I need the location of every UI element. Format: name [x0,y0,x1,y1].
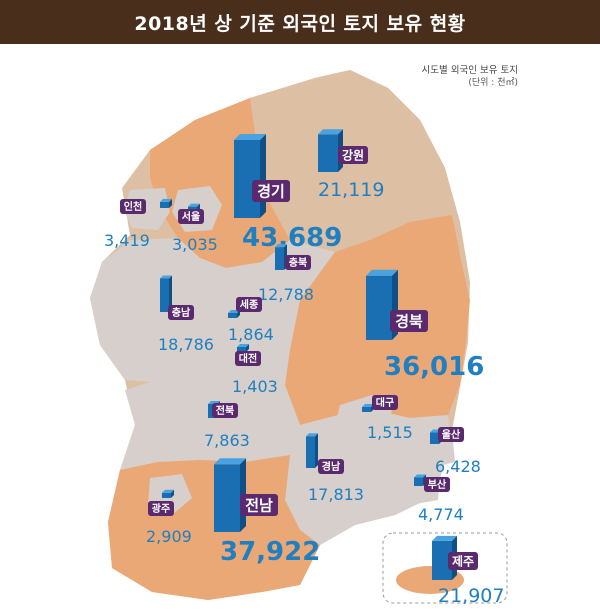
region-value-jeonbuk: 7,863 [204,431,250,450]
bar-gyeonggi [234,134,266,218]
region-value-jeju: 21,907 [438,585,504,607]
title-banner: 2018년 상 기준 외국인 토지 보유 현황 [0,0,600,44]
region-name-daejeon: 대전 [239,352,257,365]
region-value-chungbuk: 12,788 [258,285,314,304]
province-chungcheong [90,238,335,392]
region-name-gyeonggi: 경기 [257,182,285,200]
region-label-gwangju: 광주 [148,501,174,516]
region-name-jeonnam: 전남 [245,496,273,514]
province-incheon [124,188,170,230]
province-jeonbuk [120,380,300,470]
region-label-jeonnam: 전남 [240,494,278,516]
region-label-seoul: 서울 [178,209,204,224]
region-name-gyeongnam: 경남 [322,460,341,473]
region-value-chungnam: 18,786 [158,335,214,354]
region-label-busan: 부산 [424,477,450,492]
region-value-busan: 4,774 [418,505,464,524]
bar-daejeon [237,344,249,352]
map-legend: 시도별 외국인 보유 토지 (단위 : 천㎡) [422,64,518,90]
region-label-daejeon: 대전 [235,351,261,366]
region-label-sejong: 세종 [236,297,262,312]
region-name-jeju: 제주 [452,554,474,568]
region-value-gyeonggi: 43,689 [242,223,342,253]
legend-unit: (단위 : 천㎡) [468,78,518,88]
region-label-gyeongbuk: 경북 [390,310,428,332]
region-name-ulsan: 울산 [442,428,461,441]
region-value-seoul: 3,035 [172,235,218,254]
region-name-chungnam: 충남 [172,306,191,319]
bar-gyeongnam [306,433,318,468]
region-name-daegu: 대구 [376,396,394,409]
region-value-gyeongnam: 17,813 [308,485,364,504]
region-value-jeonnam: 37,922 [220,537,320,567]
region-label-gyeonggi: 경기 [252,180,290,202]
page-title: 2018년 상 기준 외국인 토지 보유 현황 [134,12,466,35]
region-name-sejong: 세종 [240,298,258,311]
region-label-gyeongnam: 경남 [318,459,344,474]
region-label-gangwon: 강원 [338,146,368,164]
region-label-incheon: 인천 [120,199,146,214]
region-name-gyeongbuk: 경북 [395,312,423,330]
region-name-gangwon: 강원 [342,148,364,162]
jeju-inset-frame [382,532,508,604]
region-value-daejeon: 1,403 [232,377,278,396]
region-value-incheon: 3,419 [104,231,150,250]
legend-caption: 시도별 외국인 보유 토지 [421,65,518,76]
region-label-chungnam: 충남 [168,305,194,320]
region-value-gyeongbuk: 36,016 [384,352,484,382]
bar-chungnam [160,275,172,312]
region-value-sejong: 1,864 [228,325,274,344]
region-name-gwangju: 광주 [152,503,170,515]
region-label-ulsan: 울산 [438,427,464,442]
region-name-jeonbuk: 전북 [216,404,234,417]
region-name-seoul: 서울 [182,210,200,223]
bar-incheon [160,198,172,208]
region-name-chungbuk: 충북 [289,256,307,269]
region-value-daegu: 1,515 [367,423,413,442]
region-value-ulsan: 6,428 [435,457,481,476]
region-value-gwangju: 2,909 [146,527,192,546]
region-label-jeonbuk: 전북 [212,403,238,418]
region-label-jeju: 제주 [448,552,478,570]
province-gyeongnam [285,410,452,545]
region-label-daegu: 대구 [372,395,398,410]
region-label-chungbuk: 충북 [285,255,311,270]
region-value-gangwon: 21,119 [318,179,384,201]
region-name-busan: 부산 [428,478,447,491]
bar-gwangju [162,489,174,498]
region-name-incheon: 인천 [124,200,142,213]
